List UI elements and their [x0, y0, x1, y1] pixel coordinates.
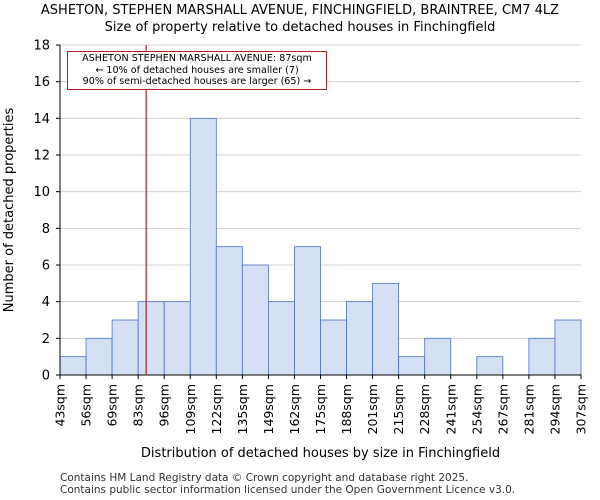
bar: [528, 337, 556, 376]
y-tick-label: 10: [33, 185, 50, 200]
y-tick-label: 2: [42, 332, 50, 347]
bar: [346, 301, 373, 376]
x-axis-title: Distribution of detached houses by size …: [141, 446, 500, 461]
annotation-line-1: ASHETON STEPHEN MARSHALL AVENUE: 87sqm: [82, 53, 312, 64]
y-tick-label: 18: [33, 39, 50, 54]
x-tick-label: 69sqm: [105, 384, 120, 427]
property-annotation: ASHETON STEPHEN MARSHALL AVENUE: 87sqm ←…: [67, 51, 327, 90]
bar: [111, 319, 139, 376]
bar: [267, 301, 295, 376]
x-tick-label: 294sqm: [547, 384, 562, 434]
x-tick-label: 162sqm: [287, 384, 302, 434]
x-tick-label: 96sqm: [157, 384, 172, 427]
y-tick-label: 8: [42, 222, 50, 237]
x-tick-label: 149sqm: [261, 384, 276, 434]
bar: [424, 337, 452, 376]
bar: [320, 319, 347, 376]
x-tick-label: 215sqm: [391, 384, 406, 434]
x-tick-label: 122sqm: [209, 384, 224, 434]
x-tick-label: 83sqm: [131, 384, 146, 427]
annotation-line-2: ← 10% of detached houses are smaller (7): [95, 64, 299, 76]
x-tick-label: 228sqm: [417, 384, 432, 434]
chart-subtitle: Size of property relative to detached ho…: [104, 20, 496, 35]
footer-line-2: Contains public sector information licen…: [60, 484, 516, 496]
bar: [372, 282, 400, 376]
x-tick-label: 109sqm: [183, 384, 198, 434]
x-tick-label: 241sqm: [443, 384, 458, 434]
y-axis-title: Number of detached properties: [2, 108, 17, 313]
chart-title: ASHETON, STEPHEN MARSHALL AVENUE, FINCHI…: [40, 3, 560, 18]
x-tick-label: 43sqm: [53, 384, 68, 427]
x-tick-label: 307sqm: [574, 384, 589, 434]
y-tick-label: 4: [42, 295, 50, 310]
x-tick-label: 201sqm: [365, 384, 380, 434]
bar: [85, 337, 113, 376]
y-tick-label: 0: [42, 369, 50, 384]
bar: [215, 246, 243, 376]
y-tick-label: 6: [42, 259, 50, 274]
bar: [398, 356, 426, 376]
y-tick-label: 14: [33, 112, 50, 127]
footer-line-1: Contains HM Land Registry data © Crown c…: [60, 472, 469, 484]
x-tick-label: 175sqm: [313, 384, 328, 434]
bar: [554, 319, 582, 376]
x-tick-label: 254sqm: [469, 384, 484, 434]
annotation-line-3: 90% of semi-detached houses are larger (…: [82, 76, 312, 87]
x-tick-label: 135sqm: [235, 384, 250, 434]
x-tick-label: 56sqm: [79, 384, 94, 427]
x-tick-label: 281sqm: [521, 384, 536, 434]
bar: [476, 356, 504, 376]
y-tick-label: 16: [33, 75, 50, 90]
bar: [294, 246, 321, 376]
bar: [189, 117, 217, 376]
bar: [163, 301, 191, 376]
bar: [241, 264, 269, 376]
bar: [59, 356, 87, 376]
bar: [137, 301, 165, 376]
x-tick-label: 188sqm: [339, 384, 354, 434]
x-tick-label: 267sqm: [495, 384, 510, 434]
y-tick-label: 12: [33, 149, 50, 164]
